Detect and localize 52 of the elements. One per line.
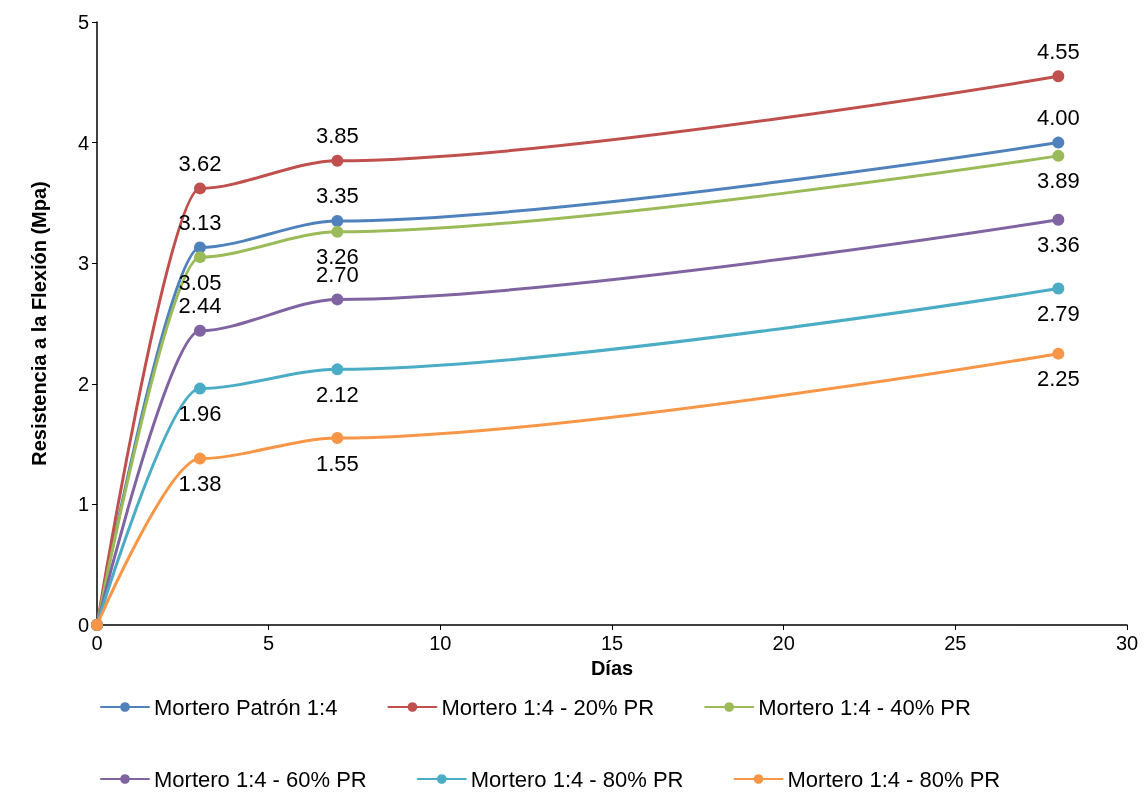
data-label: 3.62 [178, 150, 222, 176]
data-label: 2.79 [1036, 301, 1080, 327]
data-label: 1.38 [178, 471, 222, 497]
data-label: 3.36 [1036, 232, 1080, 258]
data-label: 3.89 [1036, 168, 1080, 194]
point [331, 432, 344, 445]
data-label: 1.96 [178, 401, 222, 427]
x-tick-label: 15 [600, 632, 624, 654]
data-label: 2.44 [178, 293, 222, 319]
data-label: 2.25 [1036, 366, 1080, 392]
point [1052, 136, 1065, 149]
data-label: 3.35 [315, 183, 359, 209]
legend-label: Mortero 1:4 - 20% PR [441, 694, 655, 720]
point [1052, 213, 1065, 226]
point [331, 154, 344, 167]
y-tick-label: 3 [77, 252, 89, 275]
data-label: 1.55 [315, 450, 359, 476]
point [331, 293, 344, 306]
data-label: 3.85 [315, 123, 359, 149]
point [194, 452, 206, 465]
y-tick-label: 5 [77, 11, 89, 33]
x-tick-label: 20 [772, 632, 795, 654]
y-tick-label: 4 [77, 131, 89, 154]
x-tick-label: 0 [91, 632, 103, 654]
legend-label: Mortero 1:4 - 40% PR [758, 694, 971, 720]
point [331, 225, 344, 238]
x-tick-label: 10 [429, 632, 452, 654]
x-tick-label: 30 [1115, 632, 1139, 654]
x-tick-label: 5 [263, 632, 275, 654]
y-axis-title: Resistencia a la Flexión (Mpa) [28, 181, 50, 466]
point [194, 182, 206, 195]
point [194, 251, 206, 264]
y-tick-label: 2 [77, 372, 89, 395]
x-axis-title: Días [590, 656, 634, 679]
data-label: 2.12 [315, 381, 359, 407]
point [194, 382, 206, 395]
data-label: 4.55 [1036, 38, 1080, 64]
point [1052, 149, 1065, 162]
legend-label: Mortero 1:4 - 80% PR [470, 766, 684, 792]
legend-label: Mortero 1:4 - 80% PR [787, 766, 1001, 792]
y-tick-label: 1 [77, 493, 89, 516]
data-label: 4.00 [1036, 105, 1080, 131]
point [1052, 70, 1065, 83]
y-tick-label: 0 [77, 614, 89, 636]
point [1052, 282, 1065, 295]
x-tick-label: 25 [944, 632, 967, 654]
legend-label: Mortero 1:4 - 60% PR [154, 766, 367, 792]
legend-label: Mortero Patrón 1:4 [154, 694, 338, 720]
point [194, 324, 206, 337]
point [1052, 347, 1065, 360]
point [331, 214, 344, 227]
point [331, 363, 344, 376]
